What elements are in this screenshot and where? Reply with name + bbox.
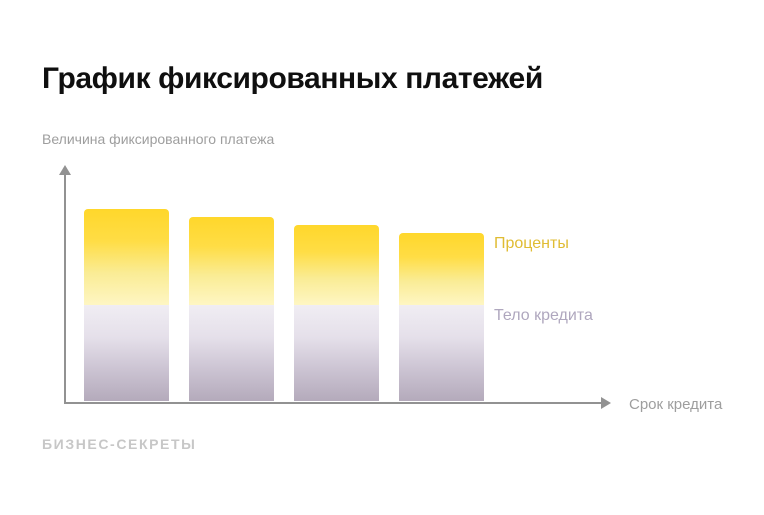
x-axis-arrow-icon [601,397,611,409]
interest-segment [84,209,169,305]
interest-segment [294,225,379,305]
y-axis-arrow-icon [59,165,71,175]
loan-body-segment [294,305,379,401]
bar-payment-2 [189,217,274,401]
loan-body-segment [84,305,169,401]
brand-logo: БИЗНЕС-СЕКРЕТЫ [42,436,197,452]
legend-interest-label: Проценты [494,235,569,252]
bar-payment-4 [399,233,484,401]
chart-title: График фиксированных платежей [42,62,543,95]
legend-body-label: Тело кредита [494,307,593,324]
y-axis-title: Величина фиксированного платежа [42,131,275,147]
loan-body-segment [399,305,484,401]
bar-payment-1 [84,209,169,401]
x-axis-line [64,402,602,404]
x-axis-label: Срок кредита [629,396,723,413]
interest-segment [399,233,484,305]
loan-body-segment [189,305,274,401]
y-axis-line [64,175,66,404]
bar-payment-3 [294,225,379,401]
interest-segment [189,217,274,305]
